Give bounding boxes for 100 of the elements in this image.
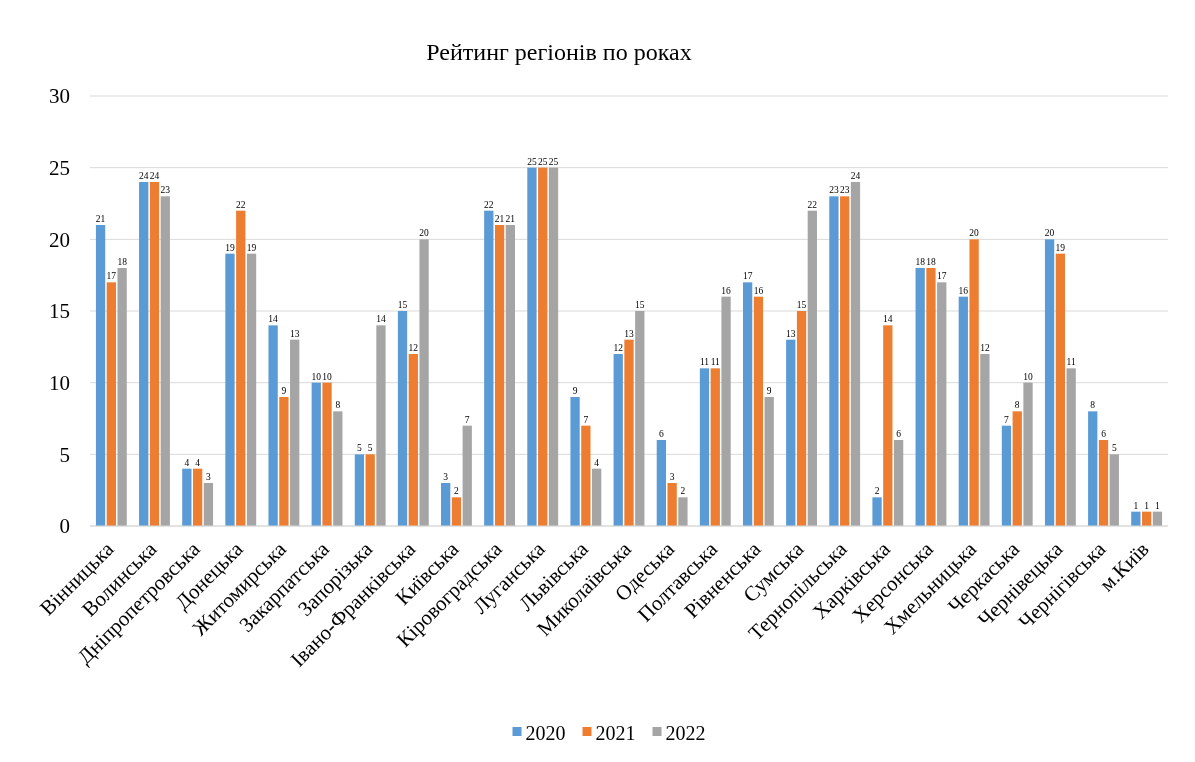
bar <box>106 282 116 526</box>
bar <box>807 210 817 526</box>
data-label: 13 <box>289 328 300 339</box>
data-label: 12 <box>980 343 990 353</box>
data-label: 14 <box>376 314 386 325</box>
data-label: 15 <box>397 300 408 310</box>
data-label: 21 <box>95 214 106 224</box>
data-label: 8 <box>1014 400 1020 411</box>
bar <box>786 339 796 526</box>
data-label: 24 <box>850 171 861 181</box>
data-label: 24 <box>138 171 149 181</box>
data-label: 16 <box>958 285 969 296</box>
bar <box>656 440 666 526</box>
data-label: 16 <box>721 285 732 296</box>
bar <box>742 282 753 526</box>
bar <box>419 239 429 526</box>
bar <box>872 497 882 526</box>
bar <box>721 296 731 526</box>
bar <box>570 397 580 526</box>
data-label: 5 <box>367 443 373 454</box>
data-label: 19 <box>246 242 257 253</box>
data-label: 14 <box>883 314 893 325</box>
bar <box>311 382 321 526</box>
data-label: 25 <box>548 156 559 167</box>
bar <box>1131 511 1141 526</box>
bar <box>246 253 257 526</box>
data-label: 3 <box>443 472 449 482</box>
data-label: 13 <box>624 328 634 339</box>
bar <box>160 196 170 526</box>
data-label: 8 <box>335 400 341 411</box>
y-tick-label: 10 <box>49 371 70 396</box>
bar <box>192 468 203 526</box>
data-label: 3 <box>669 472 675 482</box>
data-label: 12 <box>613 343 624 353</box>
bar <box>1012 411 1022 526</box>
bar <box>462 425 472 526</box>
data-label: 20 <box>969 228 980 239</box>
bar <box>915 268 925 526</box>
bar <box>678 497 688 526</box>
data-label: 18 <box>926 257 936 267</box>
bar <box>548 167 559 526</box>
data-label: 6 <box>896 429 902 439</box>
bar <box>1088 411 1098 526</box>
bar <box>451 497 462 526</box>
bar <box>484 210 494 526</box>
data-label: 7 <box>583 414 589 425</box>
bar <box>290 339 300 526</box>
bar <box>279 397 289 526</box>
bar <box>710 368 720 526</box>
bar <box>1055 253 1066 526</box>
bar <box>753 296 764 526</box>
bar <box>624 339 634 526</box>
bar <box>958 296 968 526</box>
data-label: 10 <box>311 371 322 382</box>
data-label: 7 <box>464 414 470 425</box>
bar <box>1023 382 1033 526</box>
bar <box>322 382 332 526</box>
data-label: 23 <box>839 185 850 196</box>
bar <box>699 368 710 526</box>
data-label: 25 <box>527 156 537 167</box>
data-label: 23 <box>160 185 171 196</box>
data-label: 17 <box>937 271 947 282</box>
data-label: 25 <box>537 156 548 167</box>
data-label: 17 <box>742 271 753 282</box>
bar <box>538 167 548 526</box>
bar <box>1044 239 1055 526</box>
data-label: 22 <box>484 199 494 210</box>
data-label: 22 <box>236 199 246 210</box>
data-label: 10 <box>1023 371 1034 382</box>
data-label: 18 <box>915 257 926 267</box>
bar <box>969 239 979 526</box>
legend-label: 2021 <box>595 722 636 744</box>
bar <box>581 425 591 526</box>
data-label: 5 <box>1111 443 1117 454</box>
data-label: 20 <box>1044 228 1055 239</box>
data-label: 1 <box>1133 500 1139 511</box>
data-label: 5 <box>357 443 363 454</box>
bar <box>1109 454 1119 526</box>
bar <box>408 354 418 526</box>
bar <box>139 182 149 526</box>
bar <box>980 354 990 526</box>
bar <box>1066 368 1076 526</box>
bar <box>225 253 235 526</box>
data-label: 1 <box>1155 500 1161 511</box>
data-label: 21 <box>494 214 505 224</box>
data-label: 9 <box>281 386 287 396</box>
data-label: 4 <box>195 457 201 468</box>
bar <box>203 483 214 526</box>
data-label: 23 <box>829 185 839 196</box>
y-tick-label: 0 <box>59 514 70 539</box>
data-label: 4 <box>594 457 600 468</box>
legend-label: 2022 <box>665 722 706 744</box>
bar <box>236 210 246 526</box>
legend-label: 2020 <box>525 722 566 744</box>
y-tick-label: 25 <box>49 156 70 181</box>
data-label: 10 <box>322 371 333 382</box>
bar <box>883 325 893 526</box>
data-label: 17 <box>106 271 117 282</box>
data-label: 2 <box>680 486 686 497</box>
data-label: 2 <box>874 486 880 497</box>
